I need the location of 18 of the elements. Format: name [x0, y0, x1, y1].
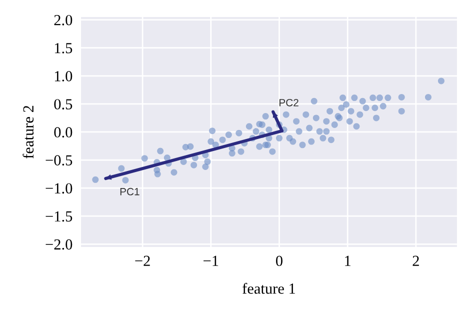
x-tick-label: −1 [204, 256, 218, 266]
x-tick-label: 2 [412, 256, 419, 266]
x-tick-label: −2 [135, 256, 150, 266]
y-tick-label: −1.0 [46, 183, 72, 194]
y-tick-label: 2.0 [54, 14, 72, 26]
x-axis-title: feature 1 [242, 282, 296, 294]
y-tick-label: 1.0 [54, 71, 72, 82]
x-tick-label: 1 [345, 256, 350, 266]
annotation: PC1 [120, 188, 140, 196]
y-tick-label: 1.5 [54, 43, 72, 54]
y-axis-title: feature 2 [22, 106, 34, 158]
y-tick-label: 0.5 [54, 99, 72, 110]
y-tick-label: −0.5 [46, 155, 72, 166]
y-tick-label: −1.5 [46, 211, 72, 222]
y-tick-label: −2.0 [46, 239, 72, 250]
y-tick-label: 0.0 [54, 127, 72, 138]
annotation: PC2 [280, 98, 298, 106]
x-tick-label: 0 [276, 256, 282, 266]
